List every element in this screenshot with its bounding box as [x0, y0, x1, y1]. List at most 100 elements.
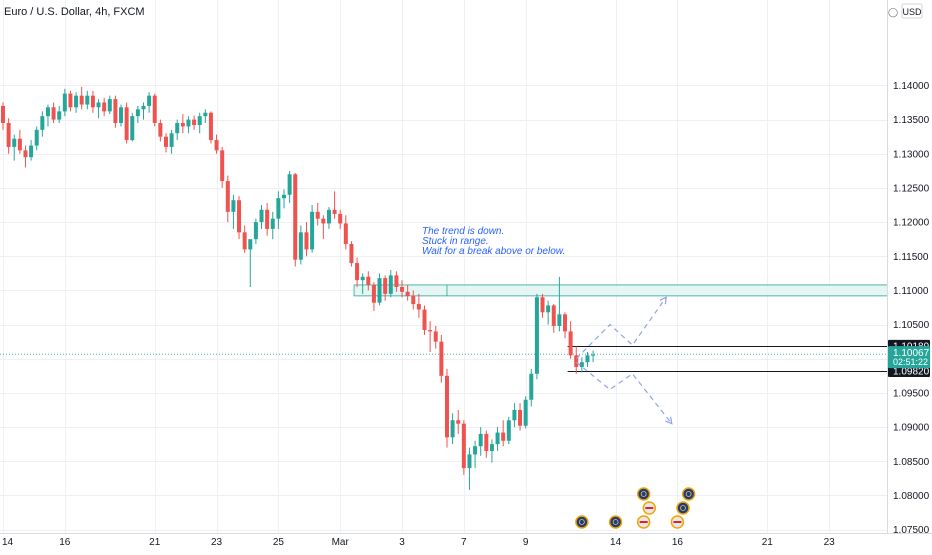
candle-body: [68, 93, 73, 108]
candle-body: [237, 200, 242, 233]
candle-body: [422, 309, 427, 331]
candle-body: [585, 355, 590, 363]
candle-body: [411, 295, 416, 305]
time-tick-label: Mar: [332, 537, 350, 548]
candle-body: [259, 209, 264, 223]
candle-body: [506, 420, 511, 441]
candle-body: [17, 138, 22, 151]
candle-body: [579, 362, 584, 367]
candle-body: [214, 140, 219, 151]
candle-body: [523, 399, 528, 426]
eu-event-icon[interactable]: [575, 515, 589, 529]
eu-flag-stars: [685, 491, 692, 497]
candle-body: [416, 304, 421, 310]
candle-body: [96, 102, 101, 108]
time-tick-label: 9: [523, 537, 529, 548]
candle-body: [315, 211, 320, 219]
lock-icon[interactable]: ◯: [888, 7, 898, 18]
price-tick-label: 1.13500: [893, 115, 930, 126]
time-axis[interactable]: 14 16 21 23 25 Mar 3 7 9 14 16 21 23: [2, 537, 835, 548]
candle-body: [473, 446, 478, 455]
candle-body: [366, 276, 371, 285]
countdown-text: 02:51:22: [893, 357, 928, 367]
candle-body: [45, 107, 50, 117]
candle-body: [40, 116, 45, 130]
candle-body: [197, 116, 202, 126]
eu-flag-stars: [612, 519, 619, 525]
projection-break-below: [575, 361, 673, 425]
candle-body: [439, 341, 444, 376]
candle-body: [282, 194, 286, 199]
candle-body: [102, 102, 107, 112]
candle-body: [62, 93, 67, 112]
candle-body: [360, 276, 365, 281]
candle-body: [12, 138, 17, 147]
time-tick-label: 16: [59, 537, 71, 548]
annotation-line-3: Wait for a break above or below.: [422, 246, 565, 257]
candle-body: [467, 454, 472, 469]
candle-body: [388, 275, 393, 294]
time-tick-label: 21: [149, 537, 161, 548]
candle-body: [461, 423, 466, 469]
time-tick-label: 25: [273, 537, 285, 548]
candle-body: [371, 284, 376, 303]
candle-body: [574, 355, 579, 367]
candle-body: [34, 129, 39, 146]
candle-body: [90, 95, 95, 108]
eu-event-icon[interactable]: [681, 487, 696, 501]
time-tick-label: 23: [211, 537, 223, 548]
candle-body: [287, 174, 292, 195]
event-markers[interactable]: [575, 487, 696, 529]
candle-body: [79, 95, 84, 105]
eu-flag-stars: [680, 505, 686, 511]
currency-control[interactable]: USD ◯: [888, 3, 923, 19]
candle-body: [478, 433, 483, 447]
candle-body: [113, 99, 118, 123]
price-tick-label: 1.09500: [893, 388, 930, 399]
candle-body: [518, 410, 523, 426]
candle-body: [293, 174, 298, 260]
candle-body: [135, 109, 140, 117]
candle-body: [57, 111, 62, 120]
currency-box[interactable]: [901, 3, 923, 19]
candle-body: [343, 223, 348, 244]
candle-body: [298, 232, 303, 260]
eu-flag-stars: [640, 491, 647, 497]
candle-body: [310, 211, 315, 250]
candle-body: [383, 278, 388, 294]
candle-body: [591, 354, 596, 356]
projection-arrows: [575, 296, 673, 425]
time-tick-label: 7: [461, 537, 467, 548]
candles: [1, 86, 596, 490]
candle-body: [169, 133, 174, 147]
candle-body: [74, 95, 79, 108]
candle-body: [349, 243, 354, 264]
last-price-tag: [888, 346, 930, 369]
us-flag-stripe: [645, 507, 654, 509]
grid-lines: [0, 0, 888, 533]
candle-body: [456, 420, 461, 424]
candle-body: [23, 150, 28, 158]
eu-event-icon[interactable]: [636, 487, 651, 501]
candle-body: [186, 119, 191, 127]
range-zone: [353, 284, 888, 297]
candle-body: [265, 209, 270, 229]
eu-event-icon[interactable]: [608, 515, 623, 529]
price-tick-label: 1.12000: [893, 218, 930, 229]
arrowhead-break-below: [665, 416, 673, 425]
eu-event-icon[interactable]: [676, 501, 690, 515]
price-tick-label: 1.12500: [893, 183, 930, 194]
price-tick-label: 1.13000: [893, 149, 930, 160]
price-tick-label: 1.11500: [893, 252, 929, 263]
candle-body: [203, 112, 208, 117]
candle-body: [304, 232, 309, 250]
candle-body: [192, 119, 197, 126]
arrowhead-break-above: [659, 296, 667, 305]
time-tick-label: 16: [672, 537, 684, 548]
candle-body: [107, 99, 112, 112]
chart-title: Euro / U.S. Dollar, 4h, FXCM: [4, 6, 145, 18]
candle-body: [377, 278, 382, 303]
projection-break-above: [575, 296, 667, 360]
price-tick-label: 1.08000: [893, 491, 930, 502]
